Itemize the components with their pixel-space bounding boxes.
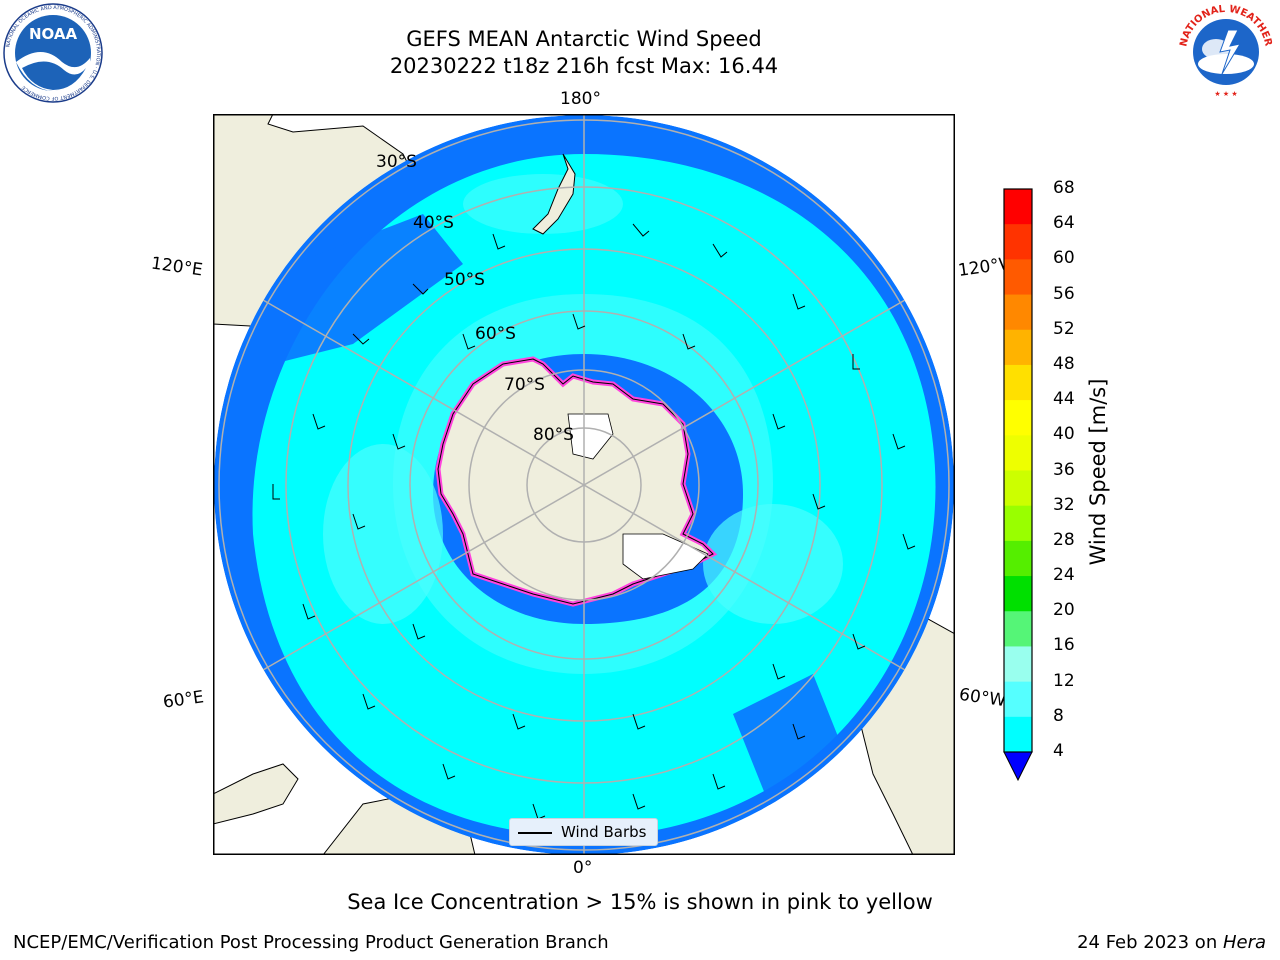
colorbar-segment <box>1004 259 1032 296</box>
lat-label-60s: 60°S <box>475 324 516 344</box>
colorbar-segment <box>1004 576 1032 612</box>
legend-line-icon <box>518 832 552 834</box>
lat-label-80s: 80°S <box>533 425 574 445</box>
colorbar-tick-label: 16 <box>1053 635 1075 656</box>
colorbar-segment <box>1004 681 1032 718</box>
colorbar-extend-triangle <box>1003 751 1033 782</box>
colorbar-tick-label: 40 <box>1053 424 1075 445</box>
lon-label-120e: 120°E <box>149 253 204 281</box>
footer-date-text: 24 Feb 2023 on <box>1077 932 1223 953</box>
colorbar-label: Wind Speed [m/s] <box>1086 378 1110 566</box>
colorbar <box>1000 185 1040 789</box>
colorbar-tick-label: 44 <box>1053 389 1075 410</box>
colorbar-segment <box>1004 400 1032 436</box>
colorbar-tick-label: 32 <box>1053 494 1075 515</box>
colorbar-segment <box>1004 294 1032 331</box>
colorbar-segment <box>1004 611 1032 647</box>
lon-label-60e: 60°E <box>161 687 206 713</box>
map-subtitle: 20230222 t18z 216h fcst Max: 16.44 <box>389 54 779 78</box>
colorbar-tick-label: 68 <box>1053 178 1075 198</box>
lat-label-30s: 30°S <box>376 152 417 172</box>
wind-barbs <box>272 223 916 820</box>
colorbar-tick-label: 4 <box>1053 741 1064 761</box>
colorbar-segment <box>1004 505 1032 542</box>
colorbar-tick-label: 28 <box>1053 529 1075 550</box>
colorbar-segment <box>1004 646 1032 683</box>
colorbar-tick-label: 56 <box>1053 283 1075 304</box>
noaa-logo: NOAA NATIONAL OCEANIC AND ATMOSPHERIC AD… <box>2 2 104 108</box>
svg-text:NOAA: NOAA <box>29 25 78 43</box>
colorbar-tick-label: 64 <box>1053 213 1075 234</box>
colorbar-segment <box>1004 540 1032 577</box>
sea-ice-caption: Sea Ice Concentration > 15% is shown in … <box>347 890 933 914</box>
footer-org: NCEP/EMC/Verification Post Processing Pr… <box>13 932 609 953</box>
colorbar-tick-label: 48 <box>1053 353 1075 374</box>
colorbar-segment <box>1004 189 1032 225</box>
colorbar-tick-label: 24 <box>1053 565 1075 586</box>
wind-speed-field <box>214 115 954 855</box>
colorbar-segment <box>1004 224 1032 260</box>
colorbar-tick-label: 36 <box>1053 459 1075 480</box>
colorbar-segment <box>1004 364 1032 401</box>
colorbar-segment <box>1004 716 1032 753</box>
legend-label: Wind Barbs <box>561 823 647 841</box>
wind-barbs-legend: Wind Barbs <box>509 818 658 846</box>
footer-date: 24 Feb 2023 on Hera <box>1077 932 1266 953</box>
colorbar-segment <box>1004 329 1032 366</box>
land-new-zealand <box>532 153 576 235</box>
graticule <box>218 115 950 855</box>
footer-machine: Hera <box>1222 932 1266 953</box>
land-madagascar <box>213 763 299 825</box>
polar-map <box>213 114 955 859</box>
lat-label-70s: 70°S <box>504 375 545 395</box>
colorbar-segment <box>1004 470 1032 507</box>
svg-text:★ ★ ★: ★ ★ ★ <box>1214 90 1237 98</box>
colorbar-tick-label: 8 <box>1053 705 1064 726</box>
colorbar-tick-label: 20 <box>1053 600 1075 621</box>
lat-label-50s: 50°S <box>444 270 485 290</box>
lat-label-40s: 40°S <box>413 213 454 233</box>
colorbar-tick-label: 12 <box>1053 670 1075 691</box>
map-title: GEFS MEAN Antarctic Wind Speed <box>406 27 762 51</box>
colorbar-tick-label: 52 <box>1053 318 1075 339</box>
colorbar-tick-label: 60 <box>1053 248 1075 269</box>
colorbar-segment <box>1004 435 1032 471</box>
lon-label-0: 0° <box>573 858 593 878</box>
national-weather-service-logo: NATIONAL WEATHER SERVICE ★ ★ ★ <box>1172 0 1276 104</box>
lon-label-180: 180° <box>560 89 601 109</box>
map-canvas <box>213 114 955 855</box>
